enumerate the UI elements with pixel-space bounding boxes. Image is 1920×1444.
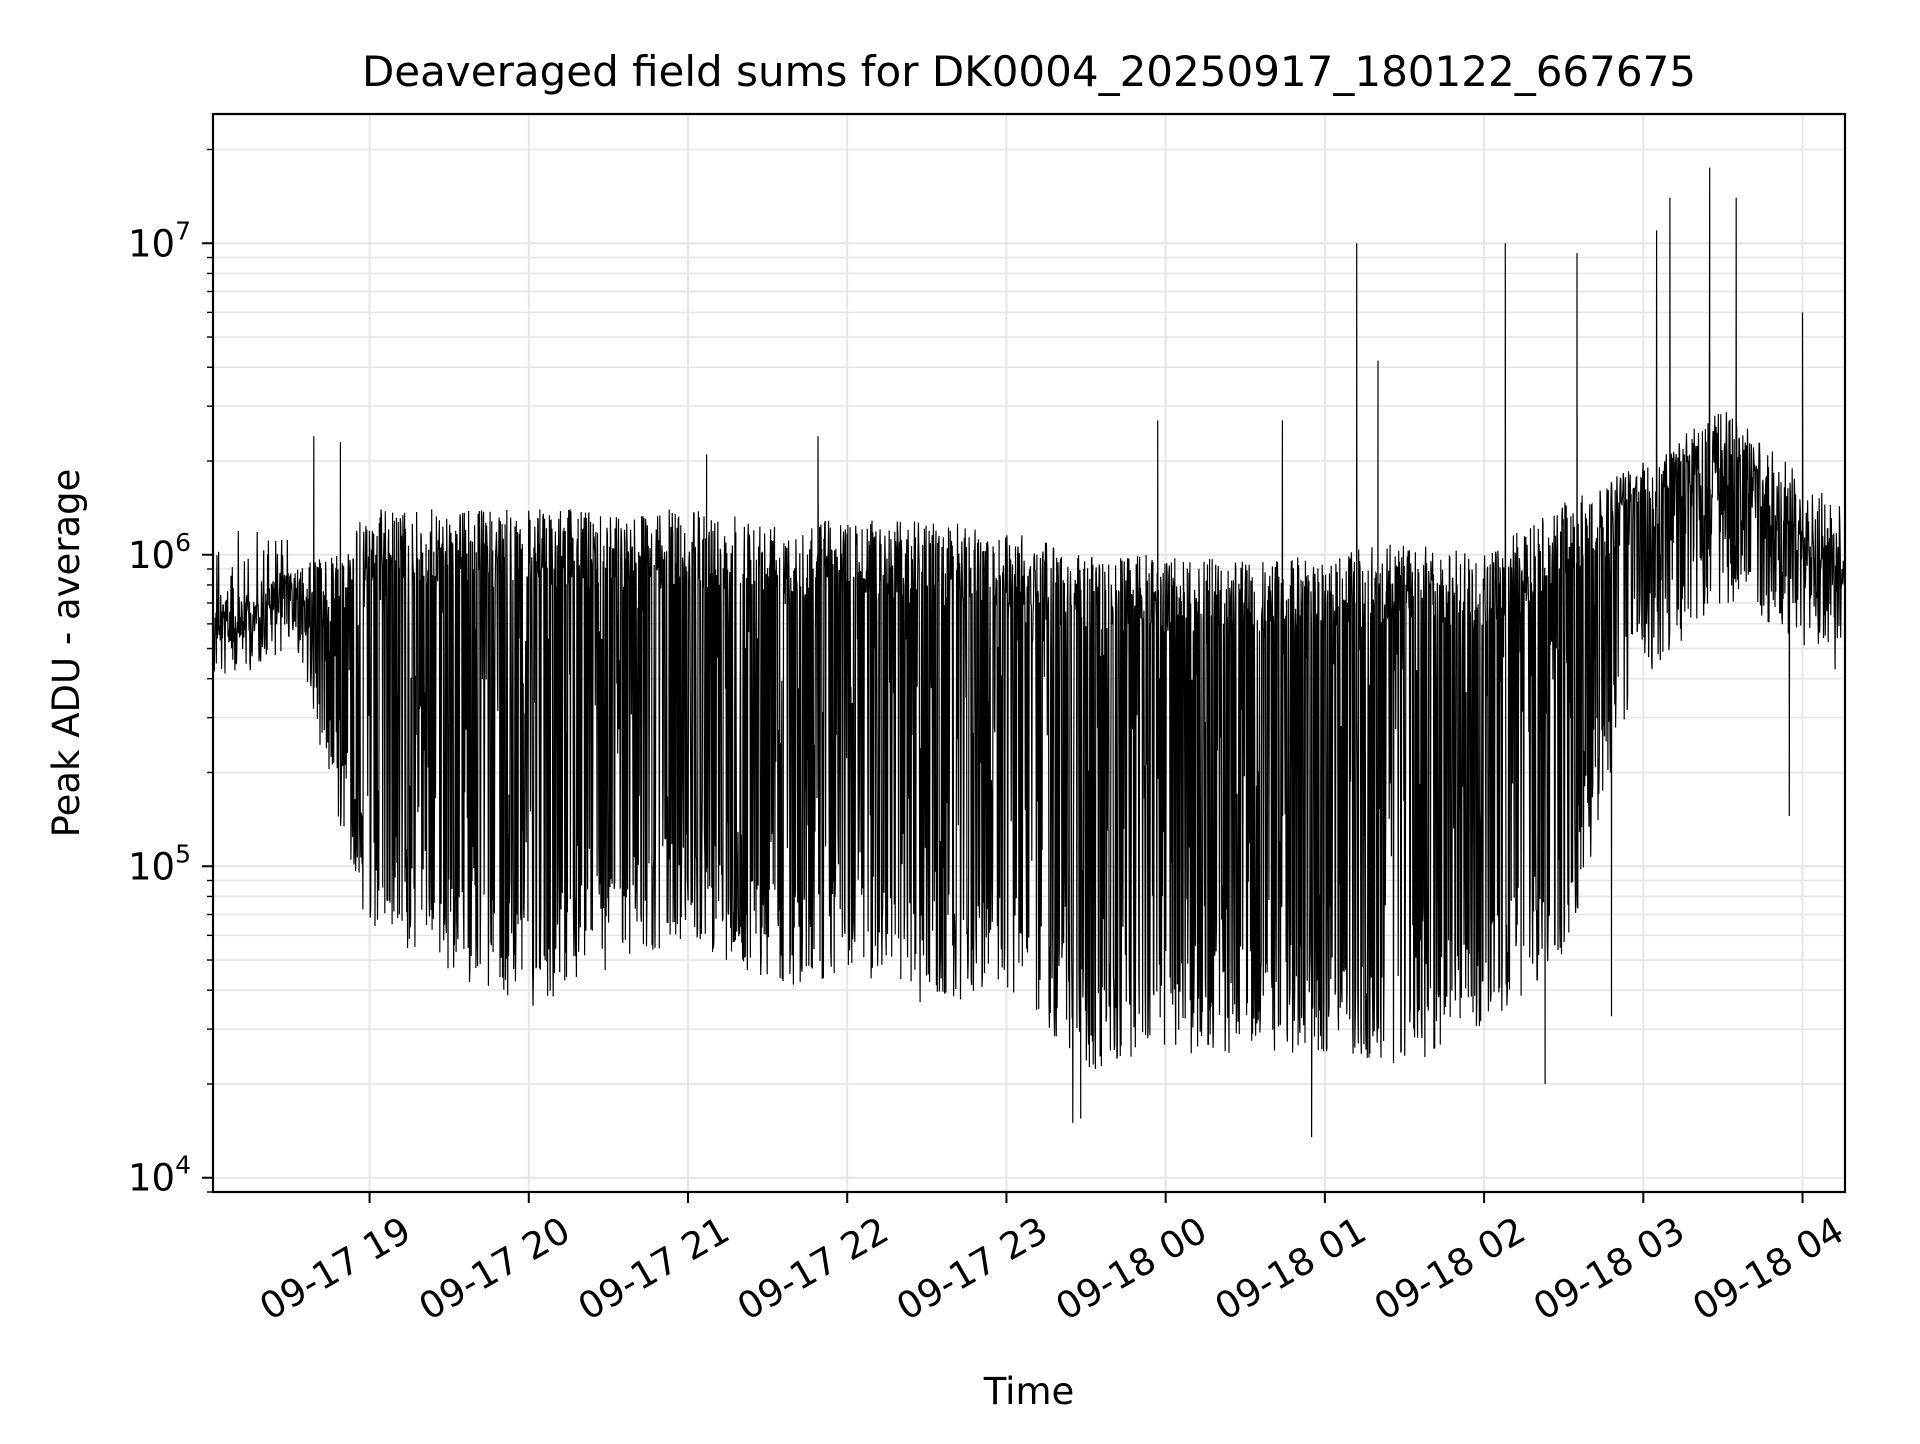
series-line [212,167,1846,1138]
y-tick-label: 105 [128,839,191,888]
series-layer [212,167,1846,1138]
y-tick-label: 104 [128,1151,191,1200]
x-axis-label: Time [983,1370,1075,1413]
y-tick-label: 106 [128,528,191,577]
plot-frame [211,112,1847,1194]
y-axis-label: Peak ADU - average [45,469,88,838]
y-tick-label: 107 [128,216,191,265]
chart-title: Deaveraged field sums for DK0004_2025091… [362,47,1696,96]
